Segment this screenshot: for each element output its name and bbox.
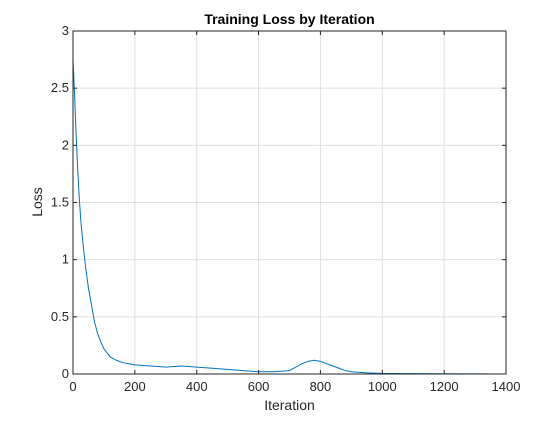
- y-tick-labels: 0 0.5 1 1.5 2 2.5 3: [51, 23, 69, 381]
- x-tick-label: 1400: [492, 379, 521, 394]
- tick-marks: [72, 30, 507, 375]
- x-tick-label: 1200: [430, 379, 459, 394]
- y-tick-label: 1: [62, 252, 69, 267]
- y-axis-label: Loss: [29, 187, 45, 217]
- chart-title: Training Loss by Iteration: [204, 11, 374, 27]
- x-axis-label: Iteration: [264, 397, 315, 413]
- series-layer: [72, 59, 488, 375]
- y-tick-label: 0.5: [51, 309, 69, 324]
- y-tick-label: 1.5: [51, 195, 69, 210]
- y-tick-label: 2: [62, 137, 69, 152]
- x-tick-label: 400: [186, 379, 208, 394]
- x-tick-label: 1000: [368, 379, 397, 394]
- x-tick-label: 200: [124, 379, 146, 394]
- x-tick-label: 600: [248, 379, 270, 394]
- x-tick-label: 800: [310, 379, 332, 394]
- y-tick-label: 0: [62, 366, 69, 381]
- x-tick-labels: 0 200 400 600 800 1000 1200 1400: [69, 379, 520, 394]
- y-tick-label: 2.5: [51, 80, 69, 95]
- grid-lines: [73, 31, 506, 374]
- y-tick-label: 3: [62, 23, 69, 38]
- loss-series-line: [72, 59, 488, 375]
- x-tick-label: 0: [69, 379, 76, 394]
